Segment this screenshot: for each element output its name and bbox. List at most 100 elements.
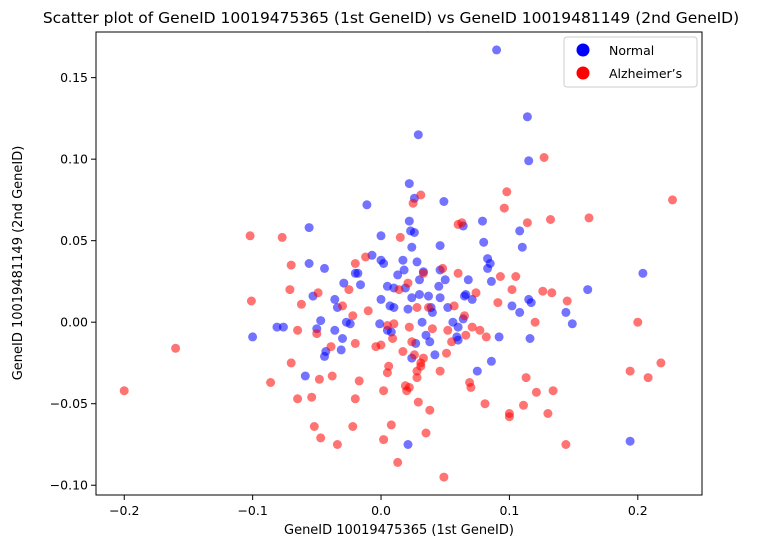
alzheimers-point — [668, 195, 677, 205]
alzheimers-point — [466, 382, 476, 392]
alzheimers-point — [307, 392, 317, 402]
x-tick-label: −0.2 — [109, 503, 139, 518]
normal-point — [515, 226, 525, 236]
alzheimers-point — [418, 268, 428, 278]
alzheimers-point — [277, 232, 287, 242]
alzheimers-point — [293, 325, 303, 335]
y-tick-label: −0.10 — [50, 478, 88, 493]
alzheimers-point — [449, 301, 459, 311]
alzheimers-point — [395, 232, 405, 242]
normal-point — [338, 334, 347, 343]
alzheimers-point — [546, 215, 555, 224]
alzheimers-point — [316, 433, 326, 443]
normal-point — [300, 371, 310, 381]
normal-point — [515, 307, 525, 317]
alzheimers-point — [418, 353, 428, 363]
alzheimers-point — [389, 319, 399, 329]
legend-label-alzheimers: Alzheimer’s — [609, 66, 682, 81]
alzheimers-point — [507, 285, 517, 295]
legend-box — [563, 36, 698, 88]
alzheimers-point — [495, 272, 505, 281]
alzheimers-point — [416, 190, 426, 200]
normal-point — [304, 223, 314, 233]
normal-point — [524, 156, 534, 166]
alzheimers-point — [543, 409, 553, 418]
alzheimers-point — [481, 332, 491, 342]
normal-point — [320, 263, 329, 273]
normal-point — [492, 45, 502, 55]
normal-point — [404, 179, 414, 189]
normal-point — [278, 322, 288, 332]
normal-point — [435, 241, 445, 251]
alzheimers-point — [403, 278, 413, 288]
alzheimers-point — [412, 373, 422, 383]
normal-point — [435, 293, 445, 303]
normal-point — [638, 268, 648, 278]
normal-point — [430, 350, 440, 360]
alzheimers-point — [443, 325, 453, 335]
normal-point — [345, 319, 355, 329]
alzheimers-point — [467, 322, 477, 332]
alzheimers-point — [350, 394, 360, 404]
alzheimers-point — [408, 198, 418, 208]
normal-point — [404, 216, 414, 226]
alzheimers-point — [531, 387, 541, 397]
normal-point — [330, 294, 340, 304]
legend-label-normal: Normal — [609, 43, 654, 58]
normal-point — [272, 322, 282, 332]
alzheimers-point — [379, 386, 389, 396]
alzheimers-point — [384, 361, 394, 371]
normal-point — [424, 291, 433, 301]
normal-point — [353, 268, 363, 278]
alzheimers-point — [309, 422, 319, 431]
normal-point — [409, 228, 419, 237]
alzheimers-point — [361, 252, 371, 262]
alzheimers-point — [471, 288, 481, 298]
alzheimers-point — [427, 324, 437, 334]
alzheimers-point — [562, 296, 572, 306]
y-tick-label: 0.05 — [60, 233, 88, 248]
alzheimers-point — [547, 288, 557, 298]
x-tick-label: 0.2 — [628, 503, 648, 518]
x-tick-label: −0.1 — [237, 503, 267, 518]
alzheimers-point — [266, 378, 276, 387]
alzheimers-point — [398, 347, 408, 356]
plot-frame — [95, 31, 703, 496]
y-axis: −0.10 −0.05 0.00 0.05 0.10 0.15 — [50, 70, 96, 493]
normal-point — [460, 291, 469, 301]
normal-point — [583, 285, 593, 295]
alzheimers-point — [656, 358, 666, 368]
alzheimers-point — [332, 440, 342, 449]
normal-point — [440, 275, 450, 285]
alzheimers-point — [475, 325, 485, 335]
alzheimers-point — [584, 213, 594, 223]
alzheimers-point — [502, 187, 512, 197]
alzheimers-point — [348, 311, 358, 321]
alzheimers-point — [119, 386, 129, 396]
legend: Normal Alzheimer’s — [563, 36, 698, 88]
alzheimers-point — [504, 412, 514, 422]
y-tick-label: −0.05 — [50, 396, 88, 411]
normal-point — [494, 332, 504, 342]
alzheimers-point — [285, 285, 295, 295]
normal-point — [330, 325, 340, 335]
chart-title: Scatter plot of GeneID 10019475365 (1st … — [43, 9, 739, 27]
normal-point — [407, 293, 417, 303]
y-axis-label: GeneID 10019481149 (2nd GeneID) — [11, 146, 26, 381]
alzheimers-point — [633, 317, 643, 327]
alzheimers-point — [439, 472, 449, 482]
alzheimers-point — [348, 422, 358, 431]
normal-point — [393, 270, 403, 280]
alzheimers-point — [493, 298, 503, 308]
normal-point — [507, 301, 517, 311]
normal-point — [412, 257, 422, 267]
normal-point — [517, 242, 527, 252]
normal-point — [403, 304, 413, 314]
alzheimers-point — [421, 428, 431, 438]
x-axis-label: GeneID 10019475365 (1st GeneID) — [284, 523, 514, 538]
normal-point — [567, 319, 577, 329]
alzheimers-point — [424, 303, 433, 312]
normal-point — [415, 290, 424, 299]
alzheimers-point — [363, 306, 373, 316]
